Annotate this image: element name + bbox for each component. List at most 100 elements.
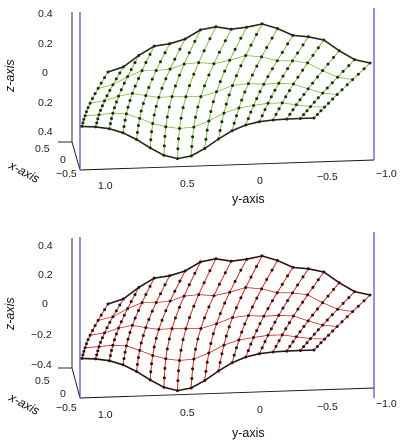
surface-point (203, 84, 206, 88)
surface-point (193, 271, 197, 275)
surface-point (123, 350, 127, 354)
surface-point (331, 329, 335, 333)
surface-point (280, 50, 284, 54)
z-tick-label: 0.2 (38, 269, 53, 281)
axes-frame-bottom (58, 232, 375, 399)
surface-point (286, 274, 290, 278)
surface-point (284, 95, 288, 99)
surface-point (110, 349, 113, 352)
surface-point (291, 291, 294, 295)
surface-point (181, 106, 185, 110)
surface-point (152, 113, 156, 117)
surface-point (123, 118, 127, 122)
surface-point (154, 336, 158, 340)
surface-point (351, 78, 355, 82)
surface-point (178, 47, 182, 51)
surface-point (291, 108, 295, 112)
x-ticks-bottom: 0.5 0 −0.5 (35, 375, 77, 414)
surface-point (286, 299, 290, 303)
surface-point (269, 95, 273, 99)
surface-point (305, 109, 309, 113)
surface-point (163, 366, 167, 370)
surface-point (276, 259, 279, 262)
surface-point (345, 83, 349, 87)
surface-point (184, 327, 188, 331)
surface-point (137, 53, 141, 57)
surface-point (173, 84, 177, 88)
surface-point (345, 315, 349, 319)
surface-point (126, 337, 130, 341)
surface-point (176, 389, 179, 393)
surface-point (193, 39, 197, 43)
surface-rib-line (231, 28, 278, 131)
y-tick-label: −1.0 (376, 398, 397, 410)
surface-point (149, 138, 153, 142)
surface-point (262, 314, 266, 318)
surface-point (192, 357, 196, 361)
surface-point (162, 376, 166, 380)
surface-point (288, 89, 291, 93)
surface-point (222, 111, 226, 115)
surface-point (95, 121, 99, 125)
x-tick-label: 0 (60, 154, 66, 166)
surface-point (99, 313, 103, 317)
y-tick-label: 1.0 (98, 180, 113, 192)
surface-point (119, 88, 123, 92)
surface-point (133, 61, 137, 65)
surface-point (100, 336, 104, 340)
surface-point (138, 348, 142, 352)
surface-point (286, 42, 290, 46)
surface-point (273, 320, 277, 324)
surface-point (269, 327, 273, 331)
surface-point (192, 304, 196, 308)
surface-point (129, 68, 133, 72)
surface-point (103, 308, 107, 312)
surface-point (217, 282, 221, 286)
surface-point (281, 306, 285, 310)
surface-point (298, 98, 302, 102)
surface-point (80, 356, 84, 360)
surface-point (302, 93, 306, 96)
surface-point (319, 341, 323, 345)
surface-point (111, 111, 115, 115)
surface-point (168, 42, 172, 46)
surface-point (194, 347, 197, 351)
surface-point (96, 349, 100, 353)
surface-point (86, 338, 90, 342)
surface-point (96, 318, 100, 322)
surface-point (188, 84, 191, 88)
surface-point (321, 301, 325, 305)
surface-point (298, 117, 302, 120)
surface-rib-line (177, 26, 217, 159)
surface-point (309, 105, 312, 109)
surface-point (204, 369, 208, 373)
surface-point (220, 352, 224, 356)
y-tick-label: 0.5 (180, 178, 195, 190)
surface-point (178, 305, 181, 309)
surface-point (95, 353, 99, 357)
surface-point (203, 316, 206, 320)
surface-point (167, 105, 171, 109)
surface-point (154, 69, 158, 72)
surface-point (167, 337, 171, 341)
surface-point (135, 138, 139, 141)
surface-point (341, 69, 345, 73)
surface-point (182, 62, 186, 66)
surface-point (249, 43, 253, 47)
surface-point (208, 269, 212, 273)
surface-point (335, 325, 339, 328)
surface-point (207, 305, 211, 309)
surface-point (205, 360, 209, 364)
surface-point (163, 283, 167, 287)
surface-point (309, 337, 312, 341)
surface-point (323, 105, 327, 109)
surface-point (151, 122, 155, 125)
surface-point (140, 69, 144, 73)
surface-point (301, 43, 305, 47)
surface-point (108, 354, 112, 358)
y-tick-label: −0.5 (317, 401, 338, 413)
surface-point (288, 112, 292, 116)
y-ticks-bottom: 1.0 0.5 0 −0.5 −1.0 (98, 398, 397, 421)
surface-point (231, 84, 234, 87)
surface-point (224, 334, 228, 338)
